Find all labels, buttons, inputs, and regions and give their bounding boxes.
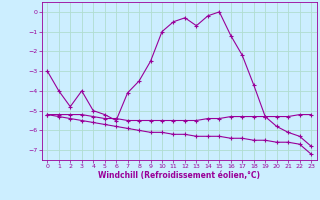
- X-axis label: Windchill (Refroidissement éolien,°C): Windchill (Refroidissement éolien,°C): [98, 171, 260, 180]
